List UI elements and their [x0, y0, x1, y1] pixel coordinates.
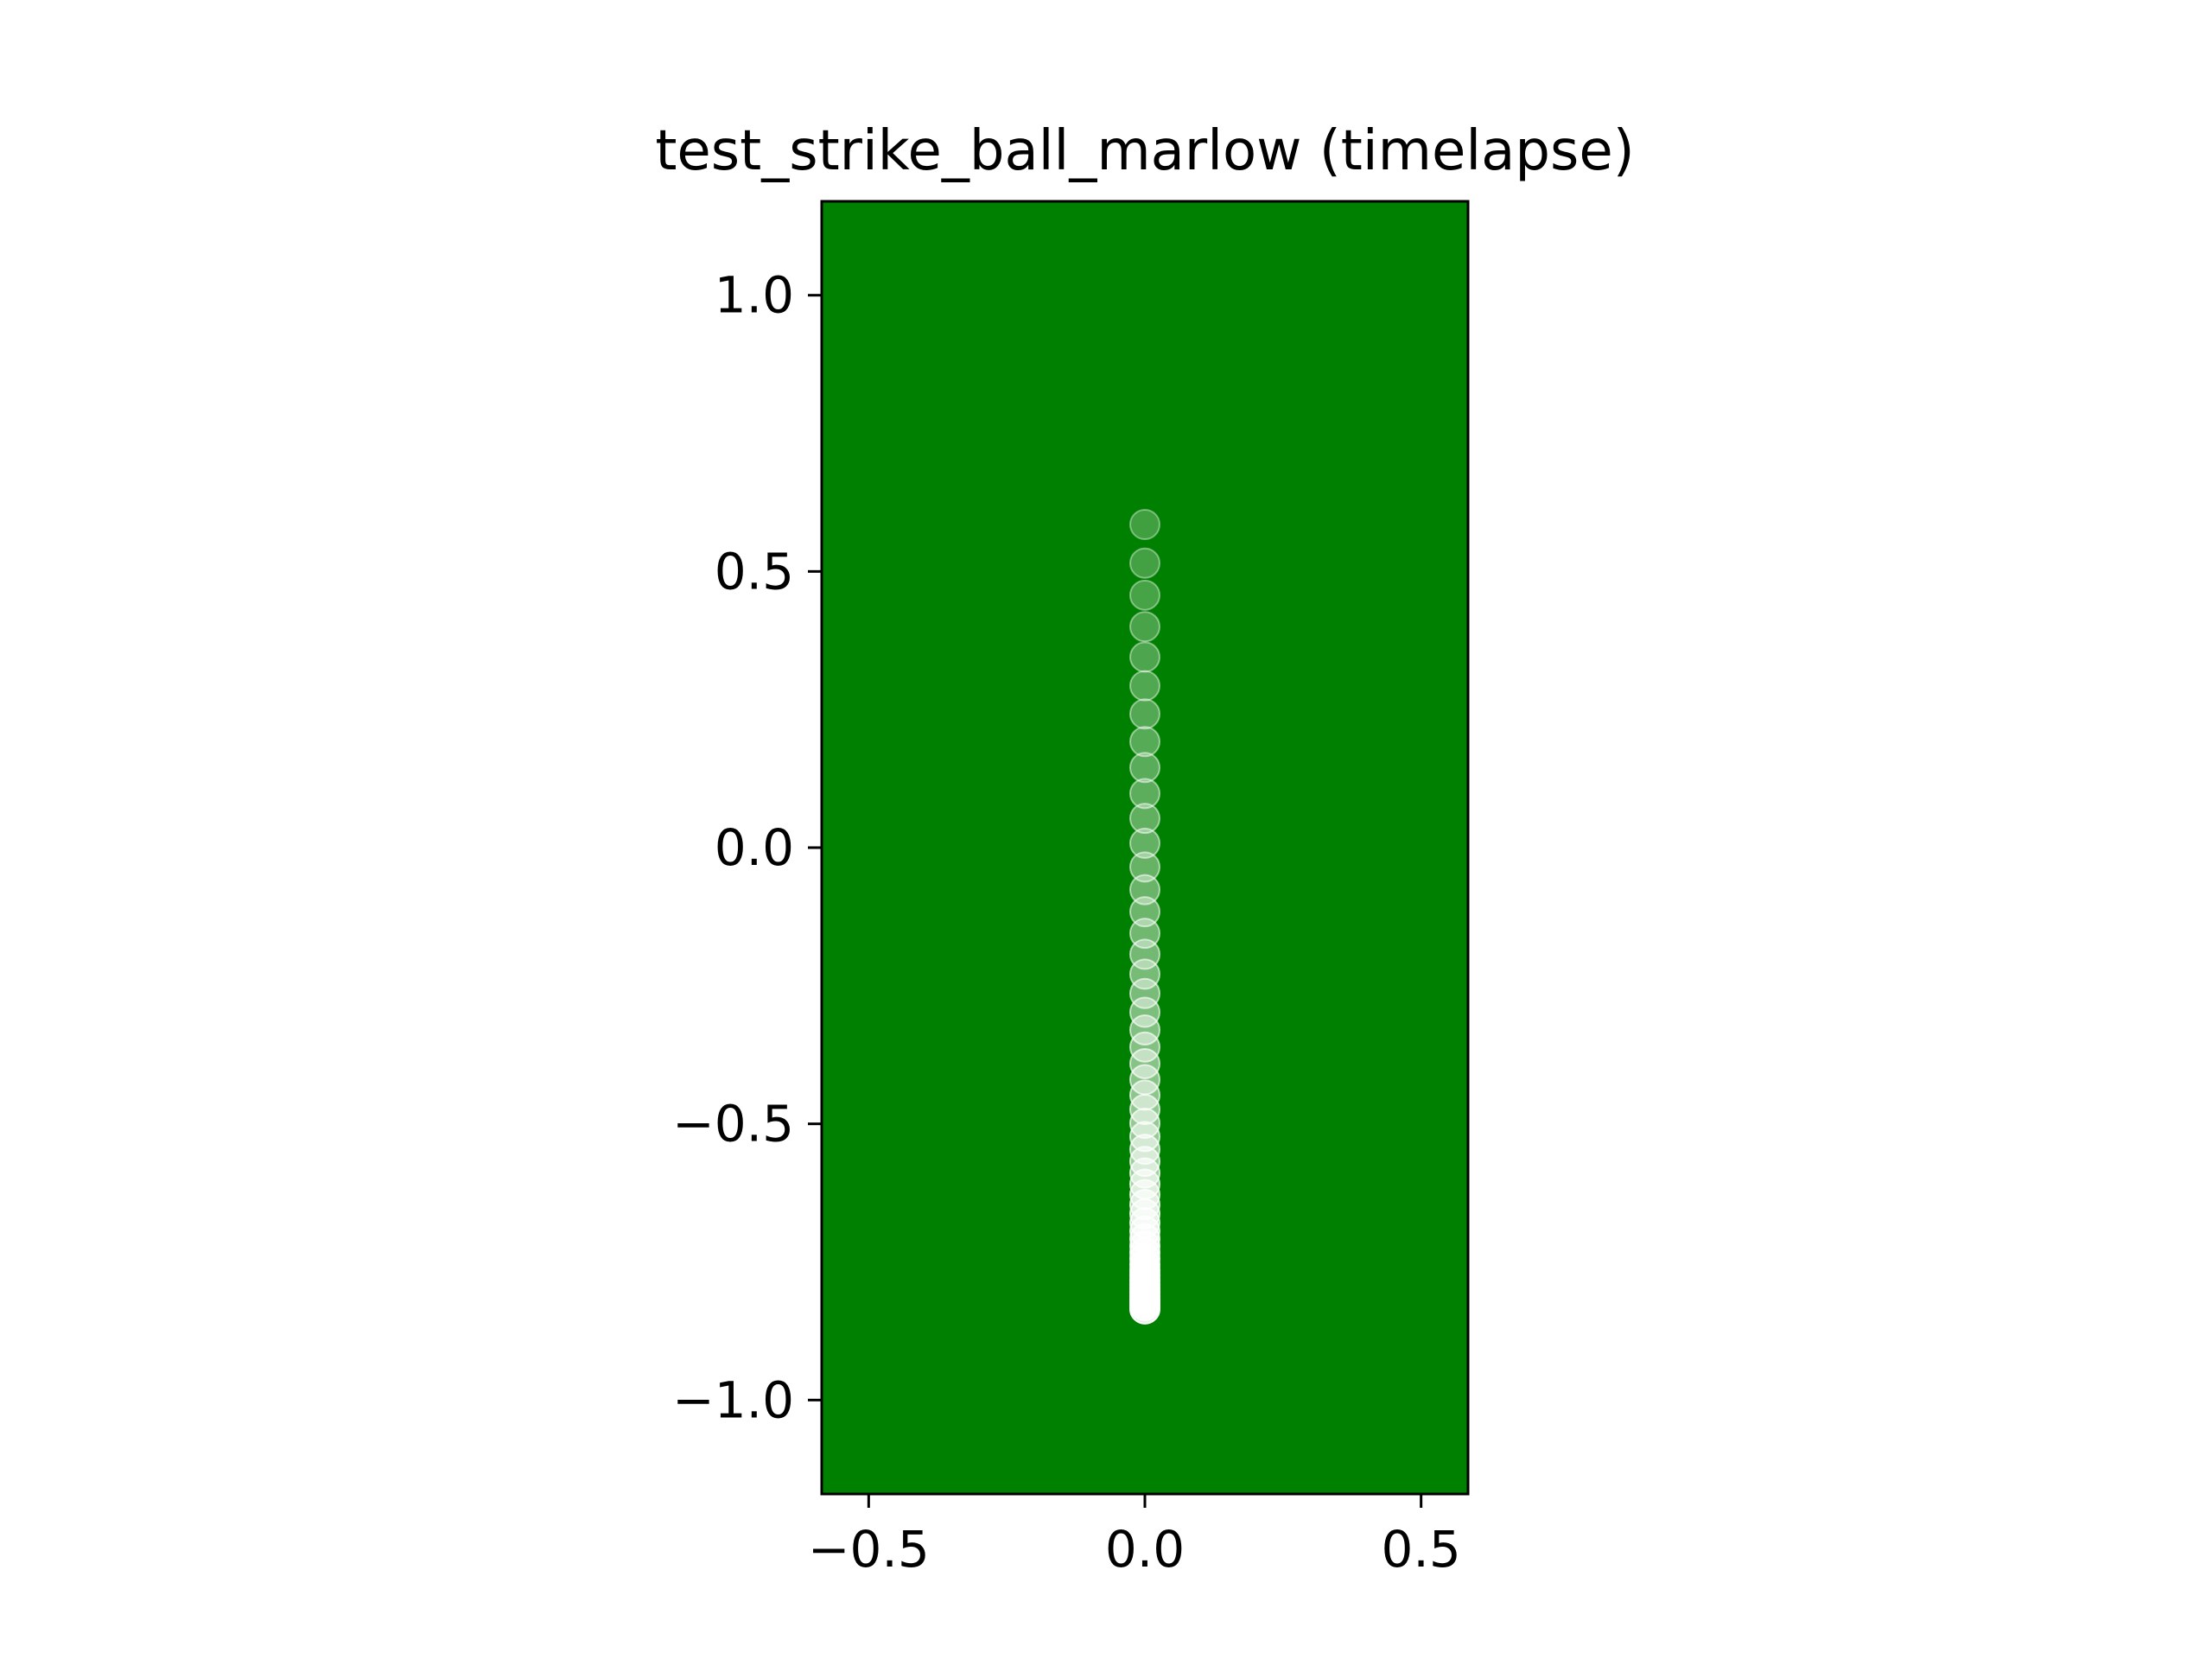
x-tick-label: 0.5	[1382, 1520, 1461, 1579]
chart-title: test_strike_ball_marlow (timelapse)	[655, 119, 1634, 183]
ball-position-point	[1129, 611, 1160, 643]
y-tick-label: −0.5	[672, 1095, 794, 1154]
y-axis: −1.0 −0.5 0.0 0.5 1.0	[672, 266, 822, 1429]
ball-position-point	[1129, 1293, 1160, 1325]
ball-position-point	[1129, 874, 1160, 906]
ball-position-point	[1129, 547, 1160, 579]
y-tick-label: 1.0	[715, 266, 794, 325]
ball-position-point	[1129, 827, 1160, 859]
ball-position-point	[1129, 851, 1160, 883]
ball-position-point	[1129, 803, 1160, 835]
x-tick-label: −0.5	[808, 1520, 930, 1579]
ball-position-point	[1129, 977, 1160, 1009]
x-axis: −0.5 0.0 0.5	[808, 1494, 1461, 1579]
ball-position-point	[1129, 641, 1160, 673]
ball-position-point	[1129, 726, 1160, 758]
ball-position-point	[1129, 896, 1160, 928]
y-tick-label: −1.0	[672, 1370, 794, 1429]
ball-position-point	[1129, 670, 1160, 702]
y-tick-label: 0.0	[715, 818, 794, 877]
ball-trajectory-points	[1129, 509, 1160, 1325]
ball-position-point	[1129, 509, 1160, 540]
x-tick-label: 0.0	[1105, 1520, 1185, 1579]
ball-position-point	[1129, 752, 1160, 784]
ball-position-point	[1129, 698, 1160, 730]
y-tick-label: 0.5	[715, 542, 794, 601]
ball-position-point	[1129, 778, 1160, 810]
ball-position-point	[1129, 579, 1160, 611]
